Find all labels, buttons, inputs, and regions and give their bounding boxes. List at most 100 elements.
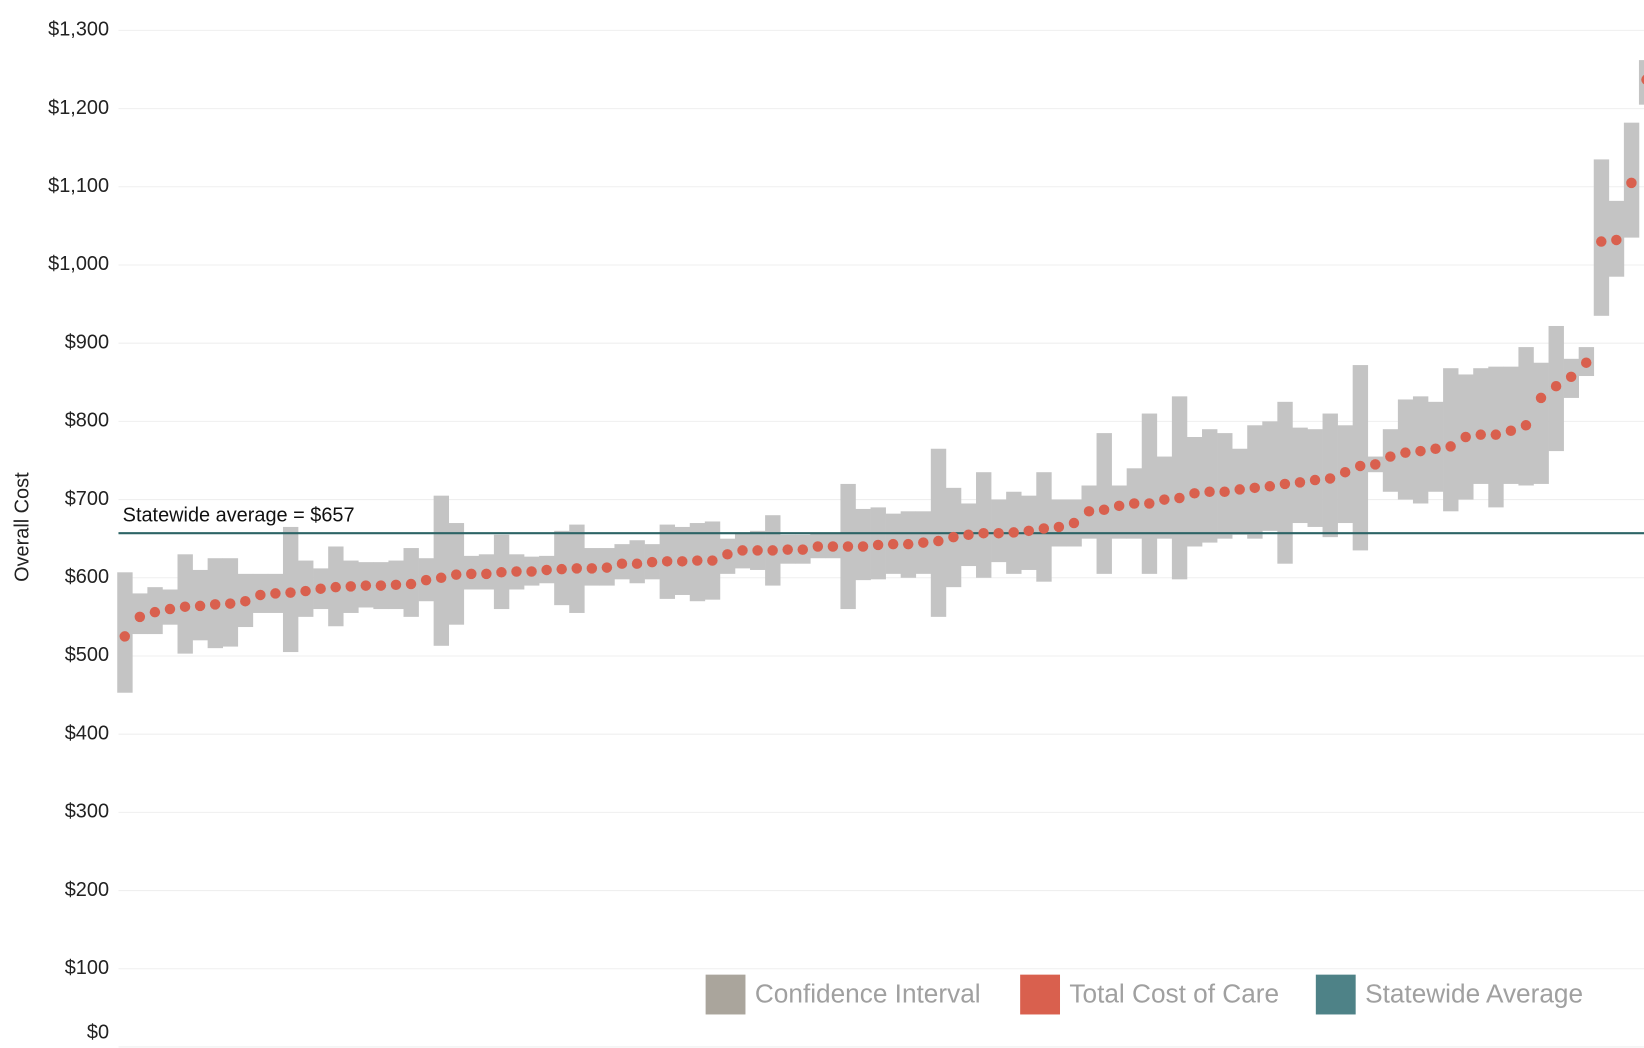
data-point xyxy=(315,583,326,594)
data-point xyxy=(1128,498,1140,509)
data-point xyxy=(1475,429,1486,440)
data-point xyxy=(978,527,989,539)
data-point xyxy=(1370,459,1381,470)
data-point xyxy=(194,600,206,612)
data-point xyxy=(902,538,914,550)
data-point xyxy=(1415,445,1426,457)
confidence-interval xyxy=(1217,433,1233,539)
data-point xyxy=(933,535,944,547)
data-point xyxy=(149,606,161,618)
y-tick-label: $600 xyxy=(65,566,109,588)
confidence-interval xyxy=(1171,396,1188,580)
data-point xyxy=(375,580,387,591)
y-tick-label: $900 xyxy=(65,331,109,353)
y-tick-label: $1,000 xyxy=(48,253,109,275)
y-tick-label: $1,300 xyxy=(48,19,109,41)
data-point xyxy=(1068,517,1080,529)
data-point xyxy=(1144,498,1155,509)
data-point xyxy=(797,544,809,555)
data-point xyxy=(1430,443,1441,454)
data-point xyxy=(571,563,583,574)
data-point xyxy=(240,595,251,607)
data-point xyxy=(134,611,146,623)
data-point xyxy=(707,555,718,566)
data-point xyxy=(1053,521,1065,533)
data-point xyxy=(1565,371,1577,383)
data-point xyxy=(526,566,537,577)
legend-label: Confidence Interval xyxy=(755,979,981,1009)
data-point xyxy=(390,579,402,591)
y-tick-label: $300 xyxy=(65,801,109,823)
data-point xyxy=(1596,236,1607,247)
legend-label: Statewide Average xyxy=(1365,979,1583,1009)
data-point xyxy=(1611,234,1622,246)
data-point xyxy=(722,549,733,560)
data-point xyxy=(420,574,432,586)
confidence-interval xyxy=(976,472,992,578)
data-point xyxy=(918,537,929,548)
data-point xyxy=(1490,429,1502,440)
legend-swatch xyxy=(705,974,746,1015)
data-point xyxy=(586,563,598,574)
data-point xyxy=(285,587,296,598)
data-point xyxy=(1189,488,1200,499)
y-tick-label: $0 xyxy=(87,1022,109,1044)
legend-swatch xyxy=(1020,974,1061,1015)
y-axis-label: Overall Cost xyxy=(11,472,33,582)
data-point xyxy=(1174,492,1185,504)
data-point xyxy=(601,562,613,573)
data-point xyxy=(692,555,703,566)
confidence-interval xyxy=(1503,366,1519,484)
data-point xyxy=(631,558,643,569)
data-point xyxy=(330,581,341,593)
data-point xyxy=(481,568,492,580)
data-point xyxy=(1324,473,1336,484)
data-point xyxy=(1339,466,1351,478)
data-point xyxy=(737,545,748,556)
data-point xyxy=(1249,482,1260,494)
data-point xyxy=(993,527,1004,539)
data-point xyxy=(782,544,793,555)
data-point xyxy=(435,572,447,584)
legend-label: Total Cost of Care xyxy=(1069,979,1279,1009)
confidence-interval xyxy=(1518,347,1534,486)
data-point xyxy=(541,564,552,576)
legend-swatch xyxy=(1315,974,1356,1015)
confidence-interval xyxy=(1292,427,1308,524)
data-point xyxy=(450,569,462,580)
confidence-interval xyxy=(1473,368,1489,484)
data-point xyxy=(300,585,311,597)
data-point xyxy=(1008,527,1019,538)
data-point xyxy=(1098,504,1110,515)
reference-label: Statewide average = $657 xyxy=(123,505,355,527)
data-point xyxy=(1460,431,1471,443)
y-tick-label: $1,100 xyxy=(48,175,109,197)
data-point xyxy=(661,556,673,567)
data-point xyxy=(179,601,191,612)
data-point xyxy=(255,589,266,601)
y-tick-label: $700 xyxy=(65,488,109,510)
data-point xyxy=(1626,177,1637,189)
data-point xyxy=(1294,477,1306,488)
data-point xyxy=(948,531,959,543)
data-point xyxy=(405,578,417,590)
data-point xyxy=(1279,478,1291,490)
data-point xyxy=(1505,425,1517,437)
confidence-interval xyxy=(1443,368,1459,512)
data-point xyxy=(616,558,628,569)
data-point xyxy=(345,581,357,592)
data-point xyxy=(676,556,688,567)
data-point xyxy=(1550,380,1562,392)
data-point xyxy=(827,541,839,552)
data-point xyxy=(752,545,763,556)
data-point xyxy=(1580,357,1592,368)
data-point xyxy=(224,598,236,609)
confidence-interval xyxy=(1202,429,1218,543)
data-point xyxy=(767,545,778,556)
data-point xyxy=(646,556,658,568)
data-point xyxy=(1038,523,1050,534)
y-tick-label: $200 xyxy=(65,879,109,901)
data-point xyxy=(1234,484,1245,495)
confidence-interval xyxy=(1247,425,1263,539)
